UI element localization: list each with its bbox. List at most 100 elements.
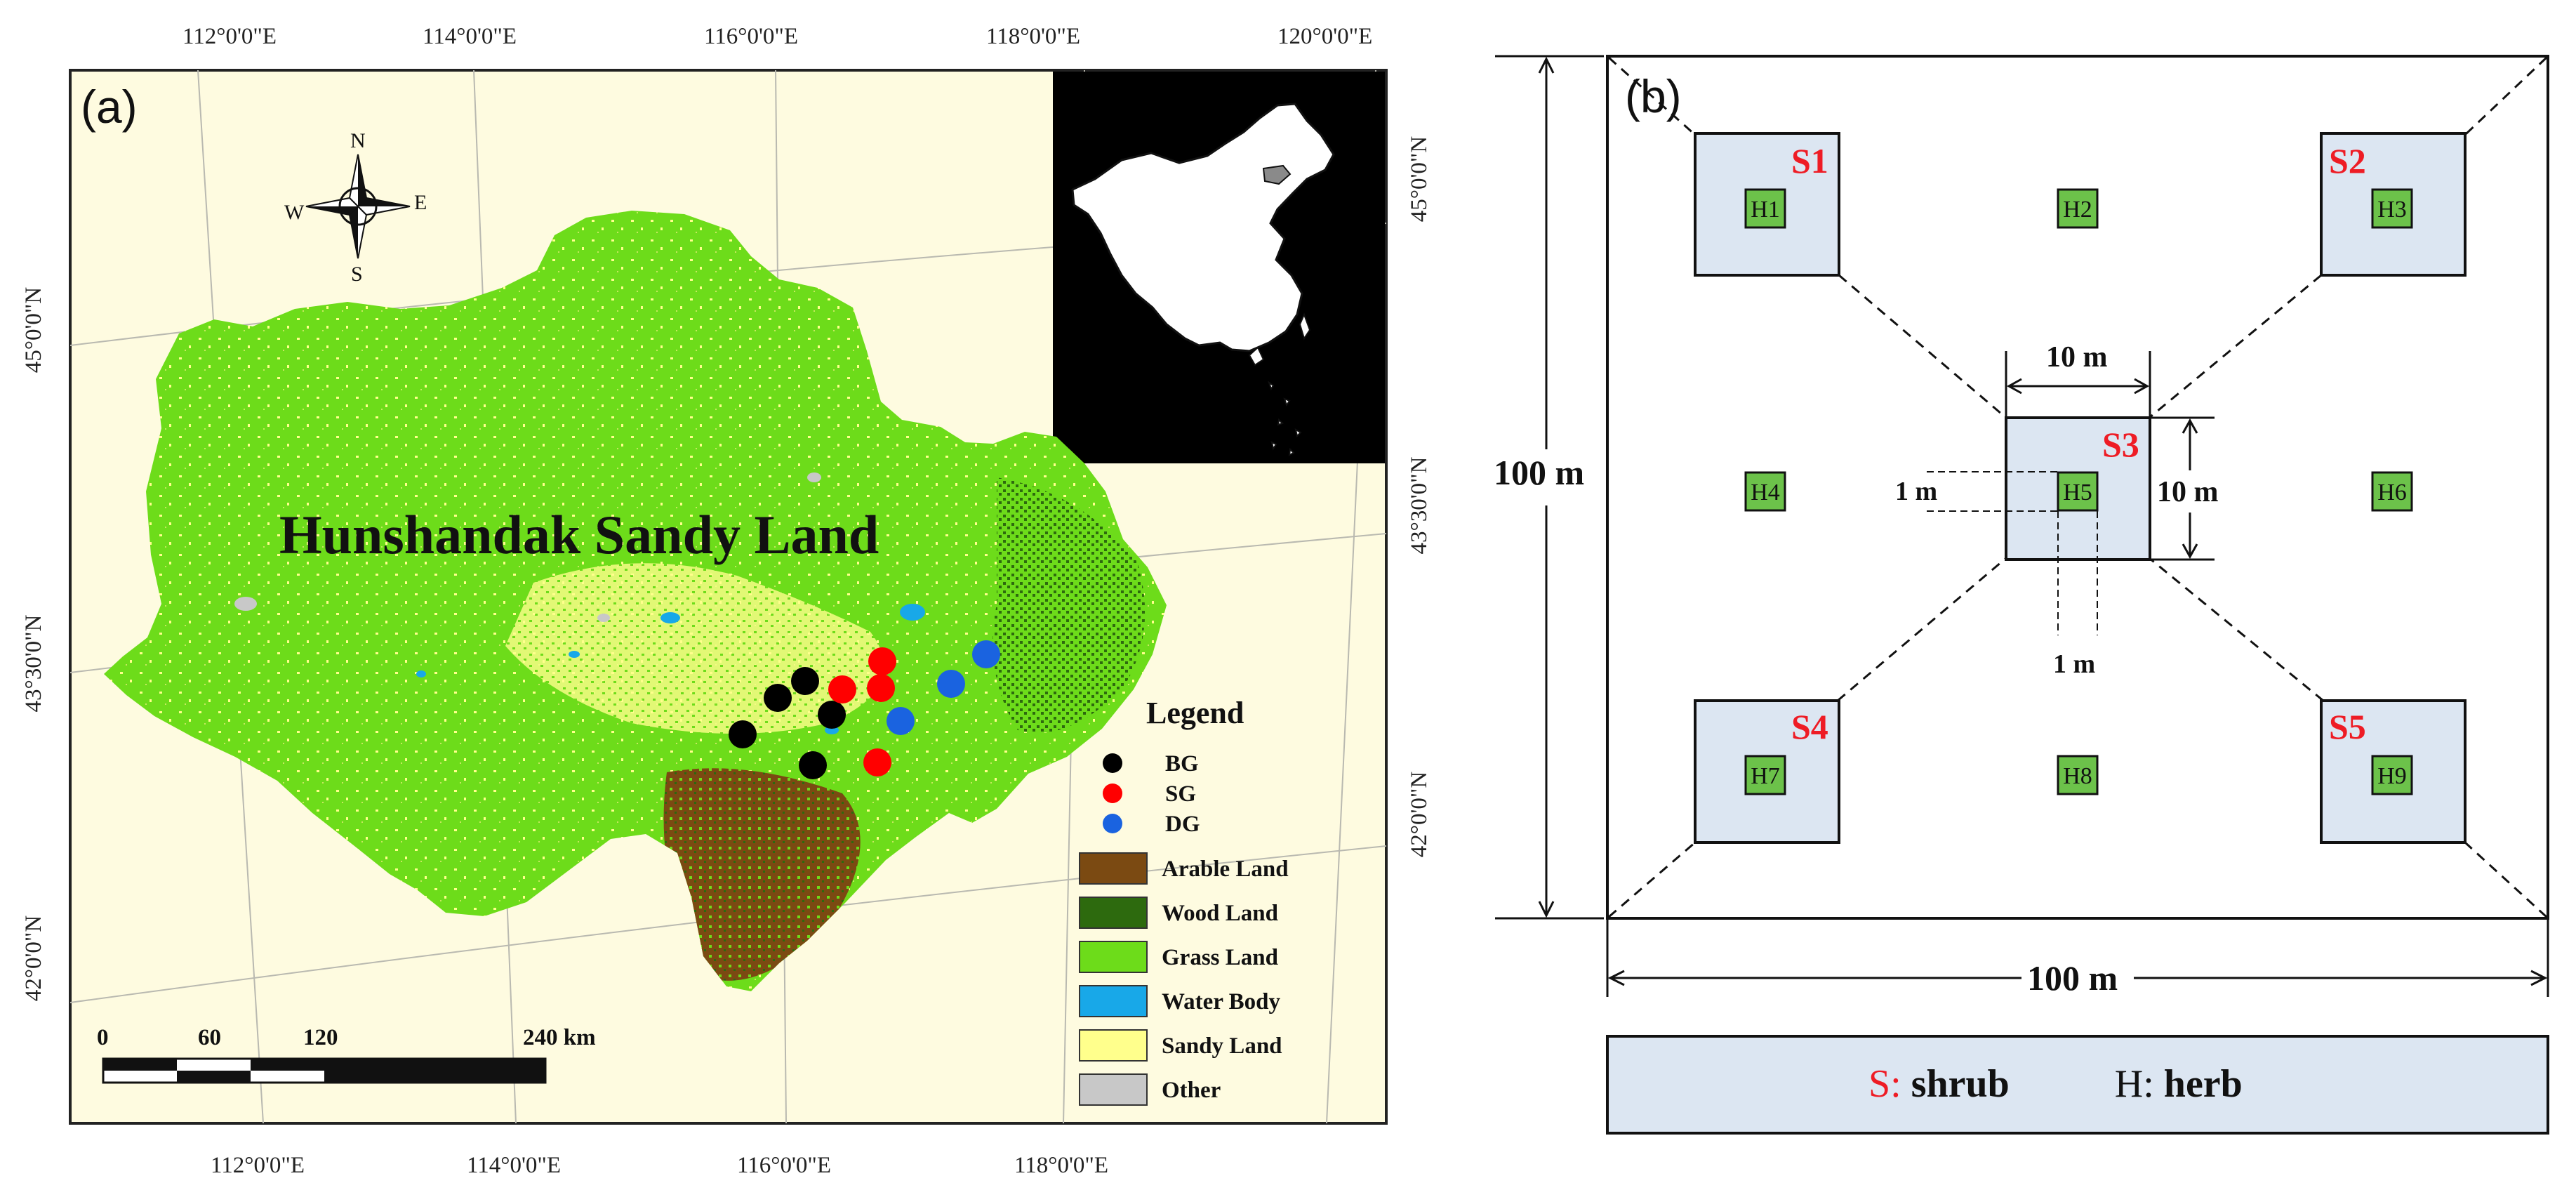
legend-wood-label: Wood Land — [1162, 901, 1278, 926]
panel-b: (b) S1 S2 S3 S4 S5 — [1494, 55, 2549, 1135]
hainan-island — [1248, 346, 1265, 366]
legend-sandy-swatch — [1079, 1029, 1148, 1062]
left-latitude-labels: 45°0'0"N 43°30'0"N 42°0'0"N — [21, 287, 46, 1002]
panel-b-legend-text: S: shrub H: herb — [1868, 1062, 2243, 1106]
lat-label: 43°30'0"N — [1407, 456, 1432, 554]
dimension-vertical-100m — [1495, 55, 1604, 920]
point-sg — [867, 674, 895, 702]
map-legend: Legend BG SG DG Arable Land Wood Land Gr… — [1079, 696, 1289, 1106]
north-arrow-icon: N S E W — [284, 129, 427, 286]
diagonal-lines — [1608, 56, 2548, 918]
scale-label: 240 km — [523, 1025, 596, 1050]
taiwan-island — [1299, 312, 1311, 341]
lon-label: 114°0'0"E — [423, 24, 517, 49]
herb-quadrat — [1744, 188, 1786, 229]
legend-water-label: Water Body — [1162, 989, 1280, 1014]
lon-label: 114°0'0"E — [467, 1153, 561, 1178]
scale-label: 0 — [97, 1025, 109, 1050]
dim-100m-vertical: 100 m — [1494, 453, 1584, 492]
herb-label: H6 — [2377, 480, 2407, 505]
dimension-10m-right — [2150, 416, 2215, 561]
dimension-10m-top — [2005, 351, 2151, 418]
legend-water-swatch — [1079, 985, 1148, 1017]
lon-label: 116°0'0"E — [737, 1153, 831, 1178]
legend-arable-label: Arable Land — [1162, 857, 1289, 882]
map-title: Hunshandak Sandy Land — [279, 504, 879, 565]
lat-label: 45°0'0"N — [21, 287, 46, 373]
bottom-longitude-labels: 112°0'0"E 114°0'0"E 116°0'0"E 118°0'0"E — [211, 1153, 1108, 1178]
legend-wood-swatch — [1079, 897, 1148, 929]
herb-quadrat — [1744, 471, 1786, 512]
herb-label: H1 — [1751, 197, 1780, 223]
point-bg — [799, 751, 827, 779]
herb-quadrat — [2057, 471, 2099, 512]
legend-sandy-label: Sandy Land — [1162, 1033, 1282, 1059]
compass-n: N — [350, 129, 366, 152]
legend-other-label: Other — [1162, 1078, 1221, 1103]
point-dg — [887, 707, 915, 735]
legend-title: Legend — [1146, 696, 1244, 730]
lon-label: 112°0'0"E — [182, 24, 277, 49]
lon-label: 112°0'0"E — [211, 1153, 305, 1178]
herb-quadrat — [2057, 188, 2099, 229]
legend-grass-swatch — [1079, 941, 1148, 973]
dim-10m-right: 10 m — [2157, 476, 2219, 508]
compass-s: S — [351, 263, 363, 286]
herb-quadrat — [2371, 471, 2413, 512]
point-dg — [937, 670, 965, 698]
lat-label: 43°30'0"N — [21, 614, 46, 712]
scale-label: 120 — [303, 1025, 338, 1050]
herb-label: H4 — [1751, 480, 1780, 505]
herb-label: H3 — [2377, 197, 2407, 223]
study-area-highlight — [1262, 164, 1292, 185]
herb-quadrat — [2057, 755, 2099, 795]
herb-quadrat — [1744, 755, 1786, 795]
point-sg — [828, 675, 856, 703]
point-bg — [764, 684, 792, 712]
arable-land-south — [663, 768, 861, 981]
shrub-quadrat-s2 — [2320, 132, 2467, 277]
top-longitude-labels: 112°0'0"E 114°0'0"E 116°0'0"E 118°0'0"E … — [182, 24, 1372, 49]
dim-1m-bottom: 1 m — [2053, 649, 2095, 679]
dimension-horizontal-100m — [1606, 920, 2549, 997]
other-land — [234, 472, 821, 622]
shrub-label-s3: S3 — [2102, 425, 2139, 464]
lat-label: 45°0'0"N — [1407, 136, 1432, 223]
panel-a: (a) N S E W Hunshandak Sandy Land — [21, 24, 1432, 1178]
shrub-labels: S1 S2 S3 S4 S5 — [1791, 141, 2366, 746]
shrub-label-s2: S2 — [2329, 141, 2366, 180]
herb-label: H9 — [2377, 763, 2407, 789]
herb-label: H2 — [2063, 197, 2092, 223]
legend-sg-marker — [1103, 784, 1122, 803]
lat-label: 42°0'0"N — [1407, 772, 1432, 858]
dim-10m-top: 10 m — [2046, 341, 2108, 373]
lon-label: 118°0'0"E — [1014, 1153, 1108, 1178]
shrub-quadrats — [1694, 132, 2467, 844]
legend-dg-label: DG — [1165, 812, 1200, 837]
legend-arable-swatch — [1079, 852, 1148, 885]
shrub-quadrat-s4 — [1694, 699, 1840, 844]
herb-quadrat — [2371, 755, 2413, 795]
woodland-east — [992, 477, 1146, 733]
legend-h-key: H: — [2115, 1062, 2154, 1106]
legend-other-swatch — [1079, 1073, 1148, 1106]
legend-bg-label: BG — [1165, 751, 1199, 776]
herb-label: H7 — [1751, 763, 1780, 789]
herb-label: H5 — [2063, 480, 2092, 505]
study-region — [104, 211, 1167, 991]
scale-label: 60 — [198, 1025, 221, 1050]
lon-label: 120°0'0"E — [1277, 24, 1372, 49]
legend-grass-label: Grass Land — [1162, 945, 1278, 970]
dimension-1m-bottom — [2057, 511, 2098, 635]
shrub-label-s1: S1 — [1791, 141, 1828, 180]
lon-label: 118°0'0"E — [986, 24, 1080, 49]
panel-b-legend-box — [1606, 1035, 2549, 1135]
herb-quadrats — [1744, 188, 2413, 795]
lat-label: 42°0'0"N — [21, 915, 46, 1002]
shrub-label-s4: S4 — [1791, 707, 1828, 746]
point-dg — [972, 640, 1000, 668]
herb-label: H8 — [2063, 763, 2092, 789]
dim-100m-horizontal: 100 m — [2027, 958, 2118, 998]
herb-quadrat — [2371, 188, 2413, 229]
south-china-sea-islands — [1268, 381, 1302, 456]
